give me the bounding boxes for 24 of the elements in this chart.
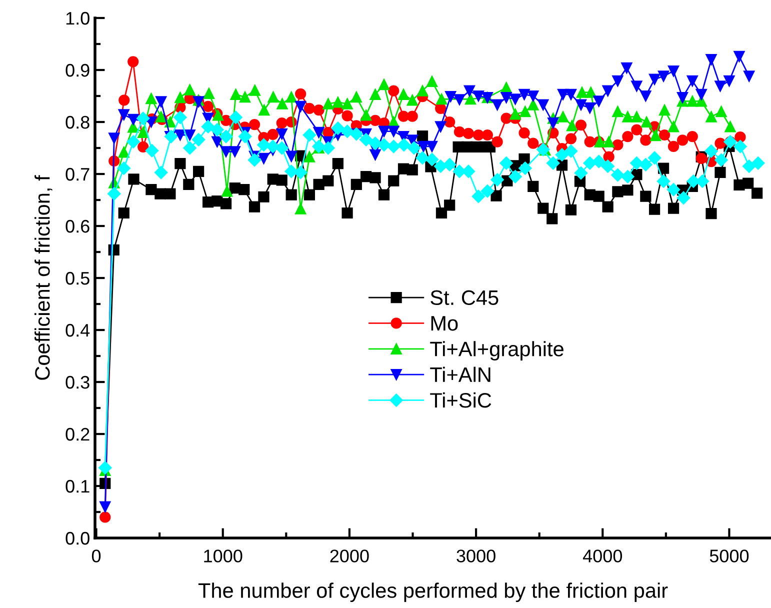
legend-label: Mo <box>431 316 458 331</box>
x-tick-label: 0 <box>92 550 101 562</box>
y-tick-label: 0.5 <box>66 272 90 285</box>
y-tick-label: 0.6 <box>66 220 90 233</box>
y-tick-label: 1.0 <box>66 12 90 25</box>
y-tick-label: 0.1 <box>66 480 90 493</box>
y-tick-label: 0.9 <box>66 64 90 77</box>
x-tick-label: 4000 <box>582 550 622 562</box>
y-tick-label: 0.8 <box>66 116 90 129</box>
legend-label: Ti+AlN <box>430 366 490 382</box>
legend-label: Ti+Al+graphite <box>430 341 564 361</box>
x-axis-title: The number of cycles performed by the friction pair <box>198 582 668 602</box>
legend-label: Ti+SiC <box>430 392 492 408</box>
y-tick-label: 0.7 <box>66 168 90 181</box>
x-tick-label: 3000 <box>456 550 496 562</box>
x-tick-label: 5000 <box>710 550 749 562</box>
y-tick-label: 0.3 <box>66 376 90 389</box>
y-tick-label: 0.2 <box>66 428 90 441</box>
y-tick-label: 0.4 <box>66 324 90 337</box>
y-tick-label: 0.0 <box>66 532 90 545</box>
legend-label: St. C45 <box>430 290 498 306</box>
x-tick-label: 1000 <box>204 550 242 562</box>
x-tick-label: 2000 <box>330 550 369 562</box>
y-axis-title: Coefficient of friction, f <box>34 175 52 380</box>
